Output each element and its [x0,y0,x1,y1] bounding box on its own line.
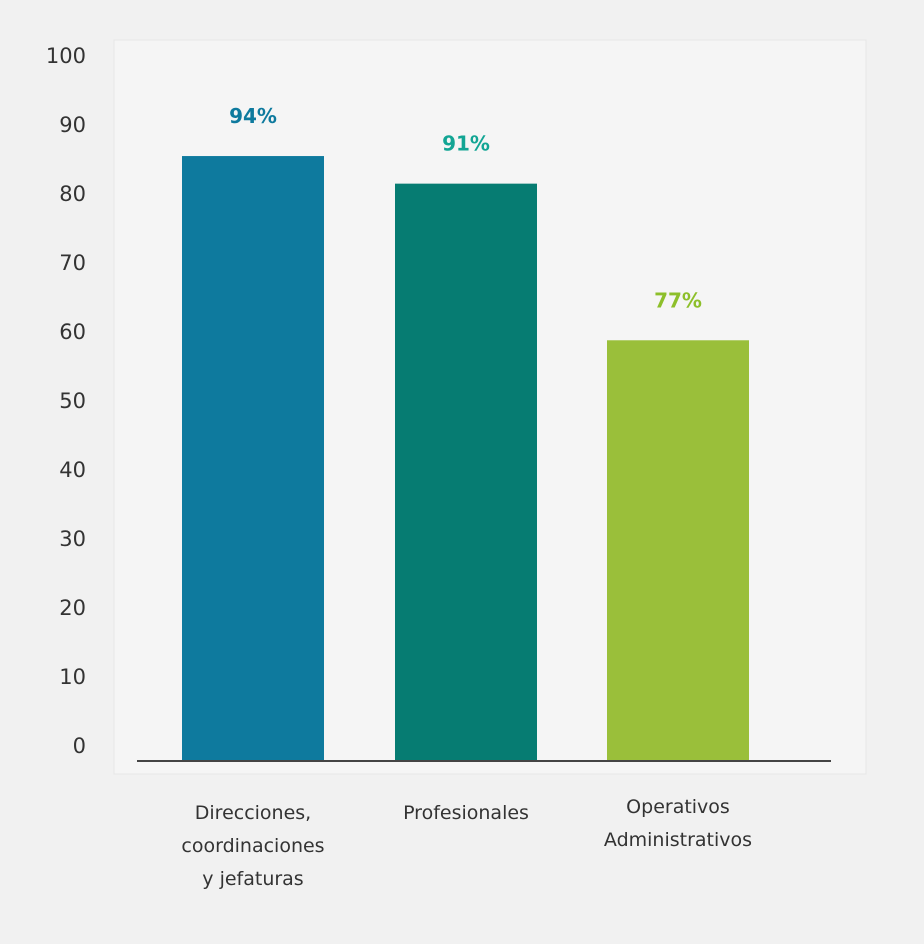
y-axis-ticks: 0 10 20 30 40 50 60 70 80 90 100 [46,44,86,758]
y-tick-label: 0 [73,734,86,758]
y-tick-label: 30 [59,527,86,551]
bars-layer [182,156,749,762]
x-category-label: Operativos Administrativos [603,796,753,851]
x-category-label: Direcciones, coordinaciones y jefaturas [181,802,325,890]
y-tick-label: 10 [59,665,86,689]
bar-data-label: 94% [229,104,277,128]
y-tick-label: 80 [59,182,86,206]
data-labels-layer: 94% 91% 77% [229,104,702,312]
y-tick-label: 60 [59,320,86,344]
x-category-label: Profesionales [403,802,529,824]
y-tick-label: 70 [59,251,86,275]
bar [395,183,537,761]
bar-data-label: 91% [442,132,490,156]
y-tick-label: 100 [46,44,86,68]
bar [182,156,324,762]
y-tick-label: 50 [59,389,86,413]
bar [607,340,749,761]
y-tick-label: 90 [59,113,86,137]
bar-data-label: 77% [654,288,702,312]
y-tick-label: 40 [59,458,86,482]
y-tick-label: 20 [59,596,86,620]
